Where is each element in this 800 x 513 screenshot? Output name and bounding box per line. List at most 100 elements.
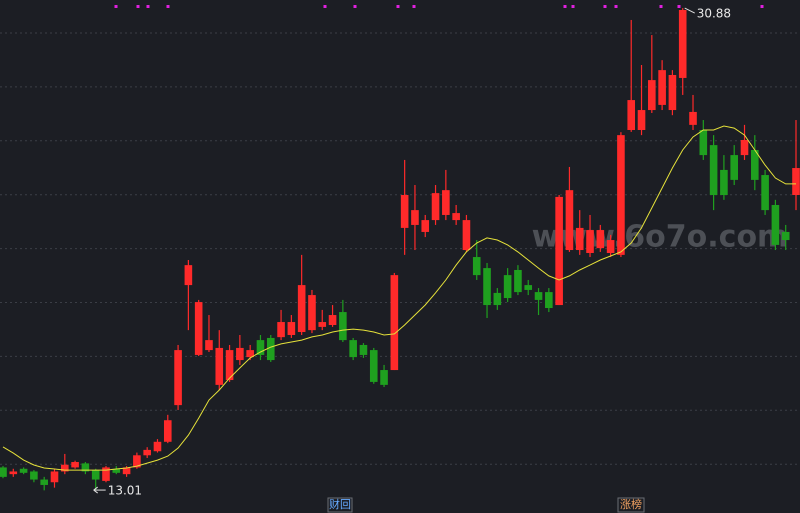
candle-body <box>637 110 646 131</box>
candle-body <box>236 347 244 361</box>
candle-body <box>287 322 296 335</box>
signal-dot <box>166 5 170 8</box>
candle-body <box>400 195 409 228</box>
candle-body <box>143 449 151 456</box>
signal-dots <box>114 5 764 8</box>
candle-body <box>256 340 265 355</box>
candle-body <box>19 468 28 473</box>
candle-body <box>483 268 491 306</box>
signal-dot <box>146 5 150 8</box>
candle-body <box>266 337 275 361</box>
candle-body <box>411 210 419 225</box>
event-label: 涨榜 <box>620 497 642 511</box>
candle-body <box>215 347 224 385</box>
candle-body <box>699 130 708 156</box>
candle-body <box>575 227 584 251</box>
candle-body <box>308 295 316 331</box>
candle-body <box>0 467 7 477</box>
candle-body <box>339 312 347 341</box>
candle-body <box>586 230 594 253</box>
candle-body <box>503 275 512 299</box>
candle-body <box>194 302 203 355</box>
candle-body <box>627 100 636 131</box>
candle-body <box>122 467 131 475</box>
high-arrow <box>684 7 695 14</box>
candle-body <box>225 350 234 381</box>
candle-body <box>771 204 780 245</box>
ma-line <box>2 125 796 471</box>
candle-body <box>380 370 388 385</box>
candle-body <box>761 175 769 211</box>
candle-body <box>730 155 739 180</box>
signal-dot <box>614 5 618 8</box>
candle-body <box>606 240 615 253</box>
candle-body <box>359 344 368 355</box>
signal-dot <box>571 5 575 8</box>
candle-body <box>493 292 502 306</box>
candle-body <box>102 467 110 481</box>
candle-body <box>174 350 182 406</box>
candle-body <box>658 70 666 105</box>
candle-body <box>431 193 440 221</box>
candle-body <box>328 315 337 326</box>
low-label: 13.01 <box>108 484 142 498</box>
candle-body <box>524 285 533 290</box>
signal-dot <box>760 5 764 8</box>
candle-body <box>318 322 327 327</box>
candle-body <box>565 190 574 251</box>
candle-body <box>709 145 718 196</box>
signal-dot <box>136 5 140 8</box>
grid <box>0 32 800 465</box>
candle-body <box>545 292 553 309</box>
candle-body <box>792 168 800 196</box>
candle-body <box>781 231 790 241</box>
candle-body <box>720 169 728 196</box>
candle-body <box>678 9 687 78</box>
candle-body <box>9 471 18 475</box>
signal-dot <box>603 5 607 8</box>
candle-body <box>71 462 79 468</box>
candle-body <box>60 464 69 472</box>
candle-body <box>369 350 378 382</box>
candle-body <box>421 220 430 232</box>
candle-body <box>442 190 450 215</box>
candle-body <box>668 74 677 111</box>
candle-body <box>462 220 471 251</box>
event-label: 财回 <box>329 497 351 511</box>
candle-body <box>751 149 759 180</box>
candle-body <box>205 340 213 351</box>
signal-dot <box>353 5 357 8</box>
candle-body <box>472 257 481 276</box>
candle-body <box>555 196 563 306</box>
candle-body <box>534 292 543 300</box>
candle-body <box>30 471 38 480</box>
candle-body <box>133 455 141 468</box>
candle-body <box>112 468 121 473</box>
candle-body <box>617 135 625 255</box>
candle-body <box>91 470 100 480</box>
candle-body <box>514 269 522 293</box>
candle-body <box>50 471 59 483</box>
candle-body <box>689 111 697 125</box>
signal-dot <box>659 5 663 8</box>
signal-dot <box>563 5 567 8</box>
watermark: www.6o7o.com <box>532 220 789 255</box>
candle-body <box>184 265 193 286</box>
candle-body <box>81 463 90 472</box>
event-box <box>327 497 353 513</box>
low-arrow-head <box>93 486 98 494</box>
candle-body <box>246 350 254 358</box>
candle-body <box>297 285 306 333</box>
candle-body <box>596 230 605 249</box>
candle-body <box>349 340 357 358</box>
candle-body <box>390 275 399 371</box>
high-label: 30.88 <box>697 7 731 21</box>
signal-dot <box>677 5 681 8</box>
candle-body <box>40 479 48 485</box>
signal-dot <box>396 5 400 8</box>
candle-body <box>163 420 172 442</box>
signal-dot <box>412 5 416 8</box>
candle-body <box>452 213 460 221</box>
